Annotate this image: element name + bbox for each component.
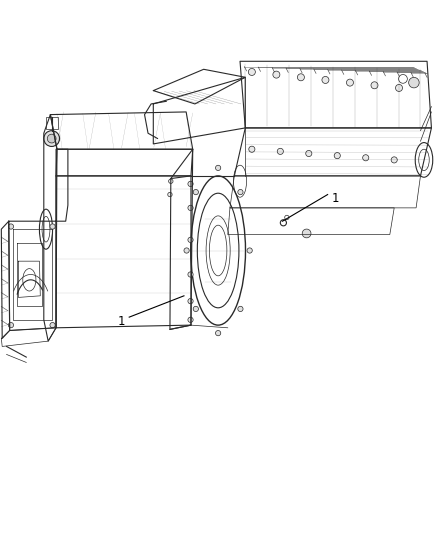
Circle shape xyxy=(184,248,189,253)
Circle shape xyxy=(322,76,329,84)
Circle shape xyxy=(391,157,397,163)
Circle shape xyxy=(371,82,378,89)
Circle shape xyxy=(169,179,173,183)
Circle shape xyxy=(346,79,353,86)
Text: 1: 1 xyxy=(117,314,125,328)
Circle shape xyxy=(193,306,198,312)
Circle shape xyxy=(306,150,312,157)
Circle shape xyxy=(8,322,14,328)
Circle shape xyxy=(188,317,193,322)
Circle shape xyxy=(363,155,369,161)
Circle shape xyxy=(188,181,193,187)
Circle shape xyxy=(215,330,221,336)
Circle shape xyxy=(247,248,252,253)
Circle shape xyxy=(238,189,243,195)
Circle shape xyxy=(47,134,56,143)
Circle shape xyxy=(249,146,255,152)
Circle shape xyxy=(188,237,193,243)
Circle shape xyxy=(409,77,419,88)
Circle shape xyxy=(277,148,283,155)
Circle shape xyxy=(297,74,304,81)
Circle shape xyxy=(334,152,340,159)
Circle shape xyxy=(188,205,193,211)
Text: 1: 1 xyxy=(332,192,339,205)
Circle shape xyxy=(193,189,198,195)
Circle shape xyxy=(273,71,280,78)
Bar xyxy=(46,117,58,129)
Circle shape xyxy=(168,192,172,197)
Circle shape xyxy=(215,165,221,171)
Circle shape xyxy=(188,272,193,277)
Circle shape xyxy=(280,220,286,226)
Circle shape xyxy=(50,322,55,328)
Circle shape xyxy=(8,224,14,229)
Circle shape xyxy=(396,84,403,92)
Circle shape xyxy=(188,298,193,304)
Circle shape xyxy=(248,68,255,76)
Circle shape xyxy=(238,306,243,312)
Circle shape xyxy=(50,224,55,229)
Circle shape xyxy=(302,229,311,238)
Circle shape xyxy=(44,131,60,147)
